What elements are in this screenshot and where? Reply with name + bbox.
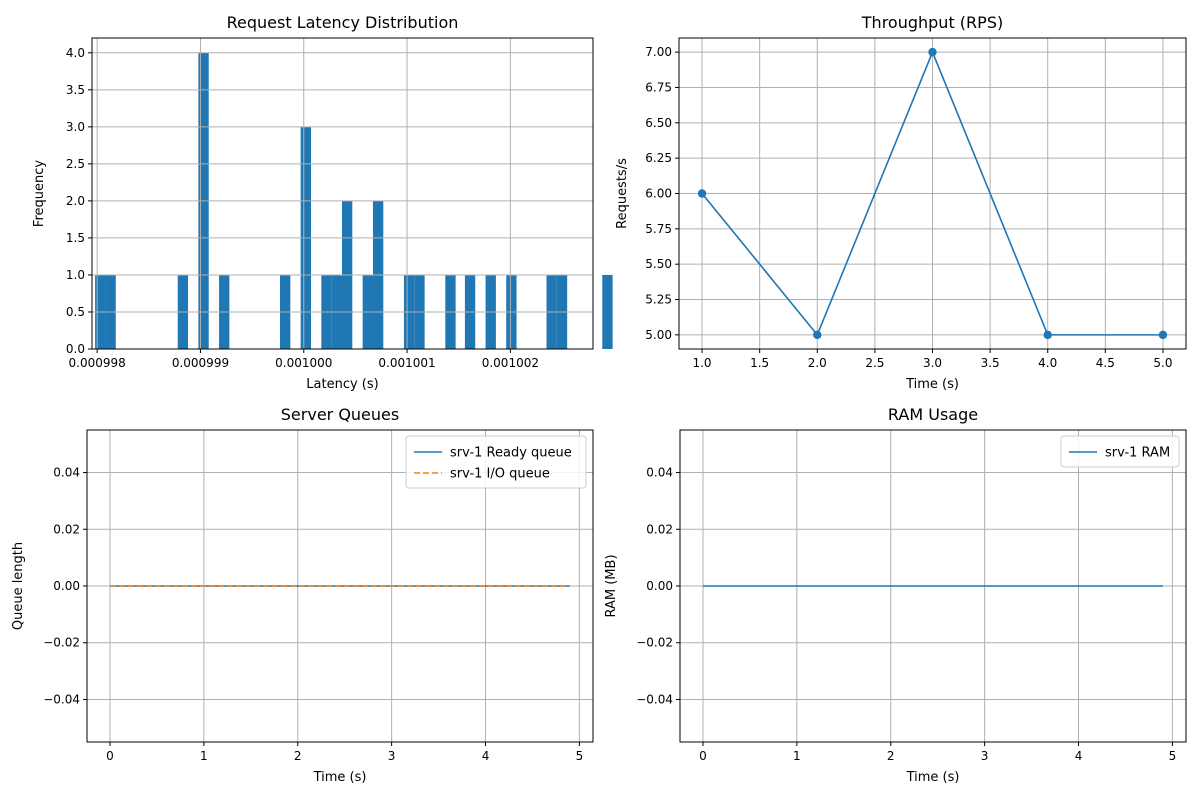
legend-label: srv-1 RAM bbox=[1105, 446, 1170, 461]
y-tick-label: 4.0 bbox=[66, 46, 85, 60]
y-tick-label: 0.02 bbox=[53, 522, 80, 536]
legend-box bbox=[1060, 435, 1180, 468]
x-tick-label: 2 bbox=[294, 749, 302, 763]
x-tick-label: 4 bbox=[1075, 749, 1083, 763]
x-tick-label: 1 bbox=[793, 749, 801, 763]
y-tick-label: 5.50 bbox=[645, 257, 672, 271]
subplot-1: 0.000998 0.000999 0.001000 0.001001 0.001002… bbox=[32, 13, 613, 392]
y-tick-label: −0.04 bbox=[43, 692, 80, 706]
legend-label: srv-1 Ready queue bbox=[450, 446, 572, 461]
y-tick-label: 7.00 bbox=[645, 45, 672, 59]
subplot-4: 0 1 2 3 4 5 −0.04 −0.02 0.00 0.02 0.04 RAM Usage Tim… bbox=[604, 405, 1187, 785]
y-axis-label: RAM (MB) bbox=[604, 554, 619, 617]
x-tick-label: 5 bbox=[576, 749, 584, 763]
y-tick-label: 0.00 bbox=[53, 579, 80, 593]
subplot-2: 1.0 1.5 2.0 2.5 3.0 3.5 4.0 4.5 5.0 5.00 5.25 5.50 5… bbox=[615, 13, 1187, 392]
chart-title: RAM Usage bbox=[888, 405, 978, 424]
data-point bbox=[1043, 330, 1052, 340]
x-tick-label: 3.5 bbox=[981, 356, 1000, 370]
y-axis-label: Requests/s bbox=[615, 158, 630, 229]
legend: srv-1 Ready queue srv-1 I/O queue bbox=[405, 435, 587, 489]
y-tick-label: 6.25 bbox=[645, 151, 672, 165]
y-tick-label: 2.0 bbox=[66, 194, 85, 208]
x-tick-label: 2.5 bbox=[865, 356, 884, 370]
y-tick-label: 0.5 bbox=[66, 305, 85, 319]
x-axis-label: Time (s) bbox=[906, 770, 960, 785]
x-tick-label: 1.5 bbox=[750, 356, 769, 370]
y-tick-label: −0.04 bbox=[636, 692, 673, 706]
y-axis-label: Queue length bbox=[11, 542, 26, 630]
x-tick-label: 4 bbox=[482, 749, 490, 763]
x-tick-label: 5.0 bbox=[1153, 356, 1172, 370]
legend-label: srv-1 I/O queue bbox=[450, 467, 550, 482]
y-tick-label: 5.00 bbox=[645, 328, 672, 342]
x-tick-label: 3 bbox=[981, 749, 989, 763]
x-tick-label: 0.001000 bbox=[275, 356, 332, 370]
x-axis-label: Time (s) bbox=[313, 770, 367, 785]
y-tick-label: 0.04 bbox=[53, 466, 80, 480]
x-tick-label: 3.0 bbox=[923, 356, 942, 370]
data-point bbox=[1158, 330, 1168, 340]
x-tick-label: 1.0 bbox=[692, 356, 711, 370]
data-point bbox=[697, 189, 707, 198]
y-tick-label: 5.75 bbox=[645, 222, 672, 236]
y-tick-label: 1.5 bbox=[66, 231, 85, 245]
y-tick-label: 2.5 bbox=[66, 157, 85, 171]
legend: srv-1 RAM bbox=[1060, 435, 1180, 468]
y-tick-label: 0.0 bbox=[66, 342, 85, 356]
x-tick-label: 0.001001 bbox=[378, 356, 435, 370]
x-tick-label: 0 bbox=[699, 749, 707, 763]
y-tick-label: 3.0 bbox=[66, 120, 85, 134]
y-tick-label: 6.50 bbox=[645, 116, 672, 130]
x-tick-label: 3 bbox=[388, 749, 396, 763]
histogram-bar bbox=[602, 274, 613, 349]
chart-title: Throughput (RPS) bbox=[861, 13, 1003, 32]
x-axis-label: Latency (s) bbox=[306, 377, 378, 392]
y-tick-label: −0.02 bbox=[43, 636, 80, 650]
y-tick-label: 6.75 bbox=[645, 80, 672, 94]
chart-title: Request Latency Distribution bbox=[227, 13, 459, 32]
x-tick-label: 1 bbox=[200, 749, 208, 763]
y-tick-label: 1.0 bbox=[66, 268, 85, 282]
y-tick-label: 0.02 bbox=[646, 522, 673, 536]
x-tick-label: 4.5 bbox=[1096, 356, 1115, 370]
y-tick-label: 6.00 bbox=[645, 187, 672, 201]
y-tick-label: 3.5 bbox=[66, 83, 85, 97]
axes-frame bbox=[91, 37, 594, 350]
x-tick-label: 2.0 bbox=[808, 356, 827, 370]
x-tick-label: 5 bbox=[1169, 749, 1177, 763]
data-point bbox=[813, 330, 822, 340]
y-tick-label: −0.02 bbox=[636, 636, 673, 650]
y-tick-label: 5.25 bbox=[645, 293, 672, 307]
x-tick-label: 0 bbox=[106, 749, 114, 763]
x-tick-label: 0.000998 bbox=[69, 356, 126, 370]
legend-box bbox=[405, 435, 587, 489]
data-point bbox=[928, 47, 937, 57]
x-tick-label: 4.0 bbox=[1038, 356, 1057, 370]
x-tick-label: 0.001002 bbox=[482, 356, 539, 370]
x-tick-label: 0.000999 bbox=[172, 356, 229, 370]
subplot-3: 0 1 2 3 4 5 −0.04 −0.02 0.00 0.02 0.04 Server Queue… bbox=[11, 405, 594, 785]
y-tick-label: 0.00 bbox=[646, 579, 673, 593]
x-axis-label: Time (s) bbox=[905, 377, 959, 392]
y-axis-label: Frequency bbox=[32, 160, 47, 227]
chart-title: Server Queues bbox=[281, 405, 399, 424]
x-tick-label: 2 bbox=[887, 749, 895, 763]
y-tick-label: 0.04 bbox=[646, 466, 673, 480]
